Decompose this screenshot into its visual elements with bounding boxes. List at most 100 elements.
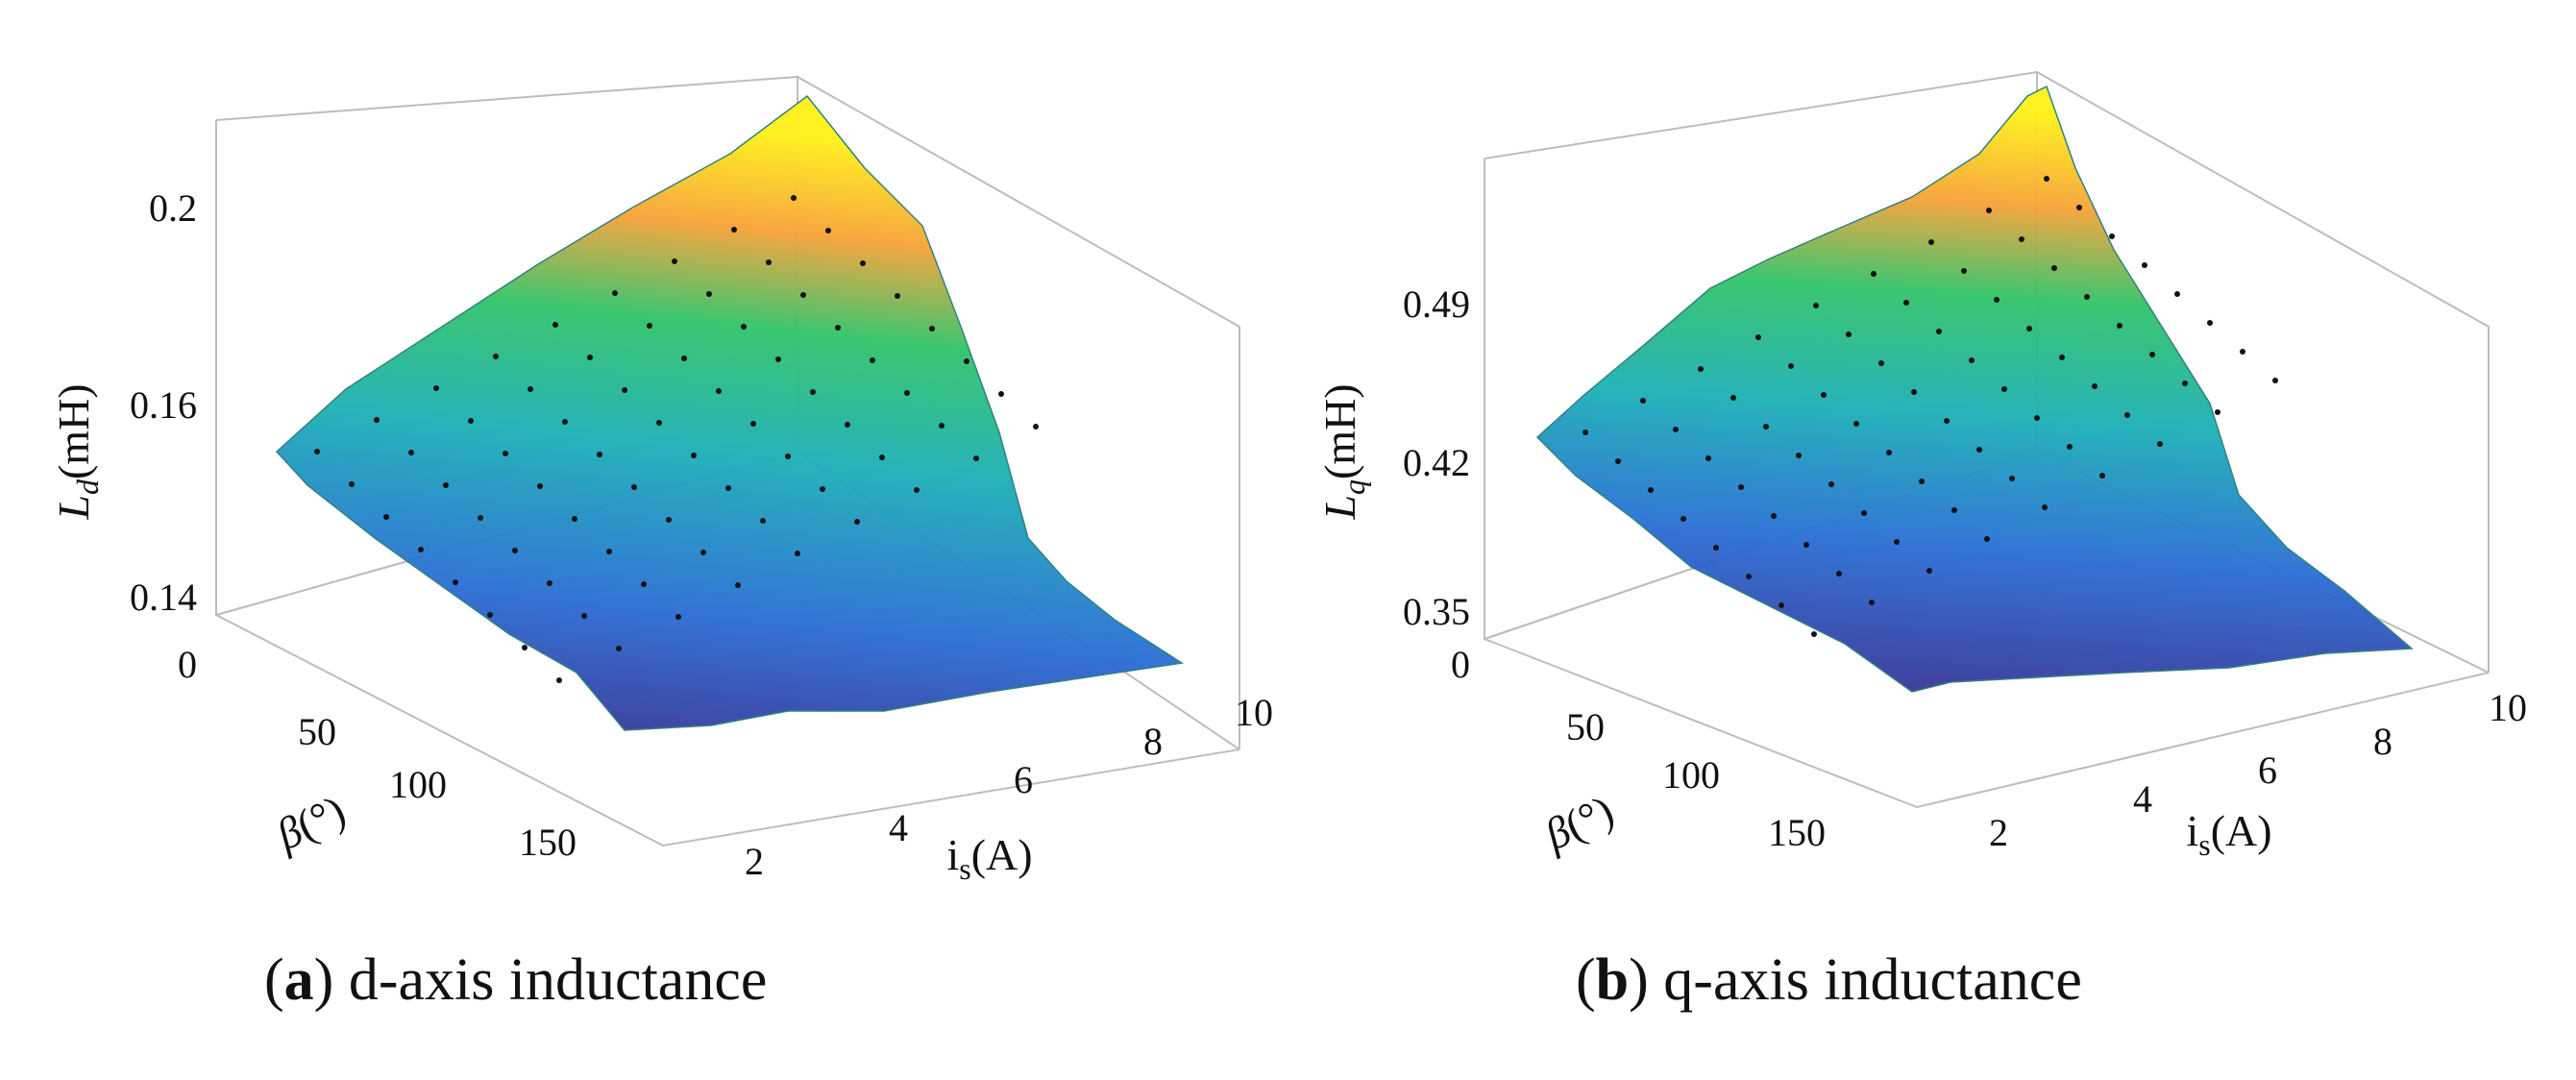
- chart-b-dot: [1951, 507, 1957, 513]
- chart-a-dot: [731, 227, 737, 233]
- chart-b: 0.49 0.42 0.35 0 50 100 150 2 4 6 8 10 L…: [1315, 70, 2527, 862]
- chart-a-dot: [791, 195, 797, 201]
- chart-b-dot: [1730, 395, 1736, 401]
- chart-a-surface: [275, 94, 1185, 731]
- chart-b-dot: [1698, 366, 1704, 372]
- chart-a-zlabel: Ld(mH): [49, 383, 105, 520]
- chart-b-ztick-2: 0.35: [1403, 590, 1470, 633]
- chart-a-dot: [453, 579, 458, 585]
- chart-b-dot: [1811, 631, 1817, 637]
- chart-b-dot: [1648, 487, 1654, 493]
- chart-b-dot: [1894, 539, 1900, 545]
- chart-b-xtick-0: 2: [1989, 811, 2008, 854]
- chart-b-dot: [1615, 458, 1621, 464]
- chart-a-dot: [349, 481, 355, 487]
- chart-b-dot: [2240, 349, 2245, 355]
- chart-a-ylabel: β(°): [268, 786, 353, 860]
- chart-b-dot: [2059, 355, 2065, 360]
- chart-b-dot: [2182, 380, 2188, 386]
- chart-b-dot: [2109, 233, 2115, 239]
- chart-b-dot: [2026, 326, 2032, 331]
- chart-a-xticks: 2 4 6 8 10: [745, 691, 1273, 883]
- chart-b-dot: [1681, 516, 1686, 522]
- chart-b-dot: [1813, 303, 1819, 308]
- chart-b-dot: [1673, 427, 1679, 432]
- chart-a-ytick-1: 50: [298, 710, 336, 753]
- caption-a-letter: a: [283, 947, 314, 1013]
- chart-b-ylabel: β(°): [1536, 786, 1621, 860]
- chart-a-dot: [641, 581, 647, 587]
- caption-b-letter: b: [1595, 947, 1630, 1013]
- chart-a-dot: [845, 422, 850, 428]
- chart-a-yticks: 0 50 100 150: [178, 643, 577, 864]
- chart-a-dot: [666, 517, 672, 523]
- chart-a-zticks: 0.2 0.16 0.14: [130, 186, 197, 619]
- chart-a-dot: [706, 291, 712, 297]
- chart-b-dot: [2051, 265, 2057, 271]
- caption-a: (a) d-axis inductance: [264, 947, 768, 1013]
- chart-b-dot: [1821, 392, 1827, 398]
- chart-a-dot: [810, 389, 816, 395]
- chart-b-dot: [1869, 600, 1875, 605]
- chart-b-dot: [2019, 236, 2024, 242]
- chart-a-xtick-3: 8: [1143, 720, 1163, 763]
- chart-b-dot: [1928, 239, 1934, 245]
- chart-a-dot: [587, 355, 593, 360]
- chart-a-dot: [622, 387, 627, 393]
- chart-b-dot: [1984, 536, 1990, 542]
- chart-a-dot: [998, 391, 1004, 397]
- chart-b-xlabel: is(A): [2186, 806, 2271, 862]
- chart-b-dot: [2076, 205, 2082, 210]
- chart-b-dot: [1976, 447, 1982, 453]
- chart-a-dot: [408, 450, 414, 455]
- caption-b: (b) q-axis inductance: [1576, 947, 2082, 1013]
- chart-b-ytick-0: 0: [1451, 643, 1470, 686]
- chart-a-dot: [681, 356, 687, 361]
- chart-b-dot: [2124, 412, 2130, 418]
- chart-b-dot: [2142, 262, 2147, 268]
- chart-b-ytick-2: 100: [1662, 753, 1720, 797]
- chart-a-dot: [820, 486, 825, 492]
- chart-b-dot: [1944, 418, 1950, 424]
- chart-b-surface: [1535, 85, 2414, 693]
- caption-b-text: q-axis inductance: [1663, 947, 2082, 1013]
- chart-a-dot: [741, 324, 747, 330]
- chart-a-dot: [735, 582, 741, 588]
- chart-a-dot: [656, 420, 662, 426]
- chart-a-xtick-0: 2: [745, 840, 764, 883]
- chart-a-dot: [522, 645, 527, 650]
- chart-b-dot: [1986, 208, 1992, 213]
- chart-a-dot: [493, 354, 499, 359]
- chart-a-dot: [581, 613, 587, 619]
- chart-a-dot: [939, 423, 945, 429]
- chart-b-dot: [1763, 424, 1769, 430]
- chart-a-dot: [795, 551, 800, 556]
- chart-b-dot: [1961, 268, 1967, 274]
- chart-b-dot: [1713, 545, 1719, 551]
- chart-b-dot: [1836, 571, 1842, 577]
- chart-b-ztick-0: 0.49: [1403, 282, 1470, 326]
- chart-b-dot: [2034, 415, 2040, 421]
- chart-a-dot: [672, 258, 677, 264]
- chart-b-dot: [1886, 450, 1892, 455]
- chart-a-dot: [612, 290, 618, 296]
- chart-a-dot: [1033, 424, 1039, 430]
- chart-b-dot: [1878, 360, 1884, 366]
- chart-a-dot: [606, 549, 612, 554]
- chart-a-dot: [503, 451, 508, 456]
- chart-b-dot: [1771, 513, 1777, 519]
- chart-a-dot: [775, 356, 781, 362]
- chart-b-dot: [1828, 481, 1834, 487]
- chart-a-dot: [725, 485, 731, 491]
- chart-b-dot: [1871, 271, 1877, 277]
- chart-a-dot: [616, 646, 622, 651]
- chart-b-dot: [1903, 300, 1909, 306]
- chart-b-dot: [1788, 363, 1794, 369]
- chart-a-dot: [750, 421, 756, 427]
- chart-b-dot: [1755, 334, 1761, 340]
- chart-b-zticks: 0.49 0.42 0.35: [1403, 282, 1470, 633]
- chart-a-dot: [487, 612, 493, 618]
- chart-a-ztick-0: 0.2: [149, 186, 197, 230]
- chart-b-dot: [2044, 176, 2049, 182]
